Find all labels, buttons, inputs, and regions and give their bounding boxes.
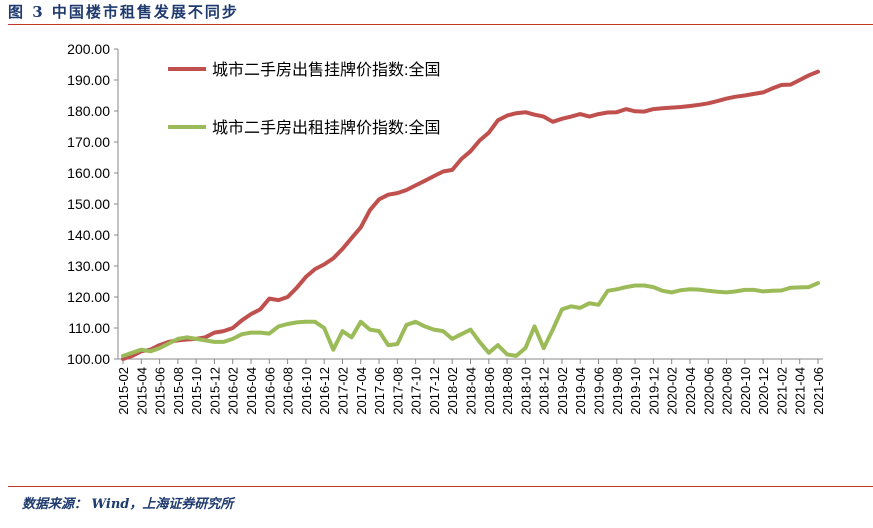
x-tick-label: 2019-10 — [628, 367, 643, 415]
x-tick-label: 2019-02 — [555, 367, 570, 415]
x-tick-label: 2017-04 — [354, 367, 369, 415]
series-line-1 — [121, 69, 820, 361]
x-tick-label: 2020-08 — [720, 367, 735, 415]
x-tick-label: 2020-12 — [756, 367, 771, 415]
x-tick-label: 2021-02 — [774, 367, 789, 415]
y-tick-label: 160.00 — [67, 165, 110, 181]
x-tick-label: 2016-02 — [226, 367, 241, 415]
y-tick-label: 200.00 — [67, 41, 110, 57]
x-tick-label: 2020-06 — [701, 367, 716, 415]
x-tick-label: 2015-10 — [189, 367, 204, 415]
y-tick-label: 120.00 — [67, 289, 110, 305]
x-tick-label: 2020-10 — [738, 367, 753, 415]
source-divider — [8, 486, 873, 487]
x-tick-label: 2015-02 — [116, 367, 131, 415]
x-tick-label: 2015-12 — [207, 367, 222, 415]
x-tick-label: 2019-06 — [592, 367, 607, 415]
x-tick-label: 2017-06 — [372, 367, 387, 415]
y-tick-label: 130.00 — [67, 258, 110, 274]
y-tick-label: 170.00 — [67, 134, 110, 150]
x-tick-label: 2018-12 — [537, 367, 552, 415]
x-tick-label: 2018-04 — [464, 367, 479, 415]
title-divider — [8, 24, 873, 25]
x-tick-label: 2016-08 — [281, 367, 296, 415]
x-tick-label: 2015-04 — [134, 367, 149, 415]
x-tick-label: 2017-10 — [409, 367, 424, 415]
y-tick-label: 140.00 — [67, 227, 110, 243]
x-tick-label: 2018-02 — [445, 367, 460, 415]
y-tick-label: 110.00 — [68, 320, 110, 336]
legend-label-2: 城市二手房出租挂牌价指数:全国 — [212, 119, 440, 137]
x-tick-label: 2017-02 — [335, 367, 350, 415]
x-tick-label: 2018-10 — [518, 367, 533, 415]
y-tick-label: 150.00 — [67, 196, 110, 212]
x-tick-label: 2020-04 — [683, 367, 698, 415]
line-chart: 100.00 110.00 120.00 130.00 140.00 150.00 160.… — [67, 41, 826, 415]
source-note: 数据来源： Wind，上海证券研究所 — [22, 497, 234, 512]
x-tick-label: 2015-08 — [171, 367, 186, 415]
x-tick-label: 2017-12 — [427, 367, 442, 415]
y-tick-label: 100.00 — [67, 351, 110, 367]
figure-title: 图 3 中国楼市租售发展不同步 — [8, 3, 239, 21]
series-line-2 — [121, 281, 820, 358]
x-tick-label: 2018-06 — [482, 367, 497, 415]
x-tick-label: 2016-12 — [317, 367, 332, 415]
legend-label-1: 城市二手房出售挂牌价指数:全国 — [212, 61, 440, 79]
x-tick-label: 2016-06 — [262, 367, 277, 415]
x-tick-label: 2019-12 — [646, 367, 661, 415]
x-tick-label: 2021-06 — [811, 367, 826, 415]
y-tick-label: 180.00 — [67, 103, 110, 119]
x-tick-label: 2018-08 — [500, 367, 515, 415]
x-tick-label: 2017-08 — [390, 367, 405, 415]
y-tick-label: 190.00 — [67, 72, 110, 88]
x-tick-label: 2020-02 — [665, 367, 680, 415]
x-tick-label: 2019-08 — [610, 367, 625, 415]
x-tick-label: 2016-04 — [244, 367, 259, 415]
x-tick-label: 2021-04 — [793, 367, 808, 415]
x-tick-label: 2019-04 — [573, 367, 588, 415]
x-tick-label: 2016-10 — [299, 367, 314, 415]
x-tick-label: 2015-06 — [153, 367, 168, 415]
